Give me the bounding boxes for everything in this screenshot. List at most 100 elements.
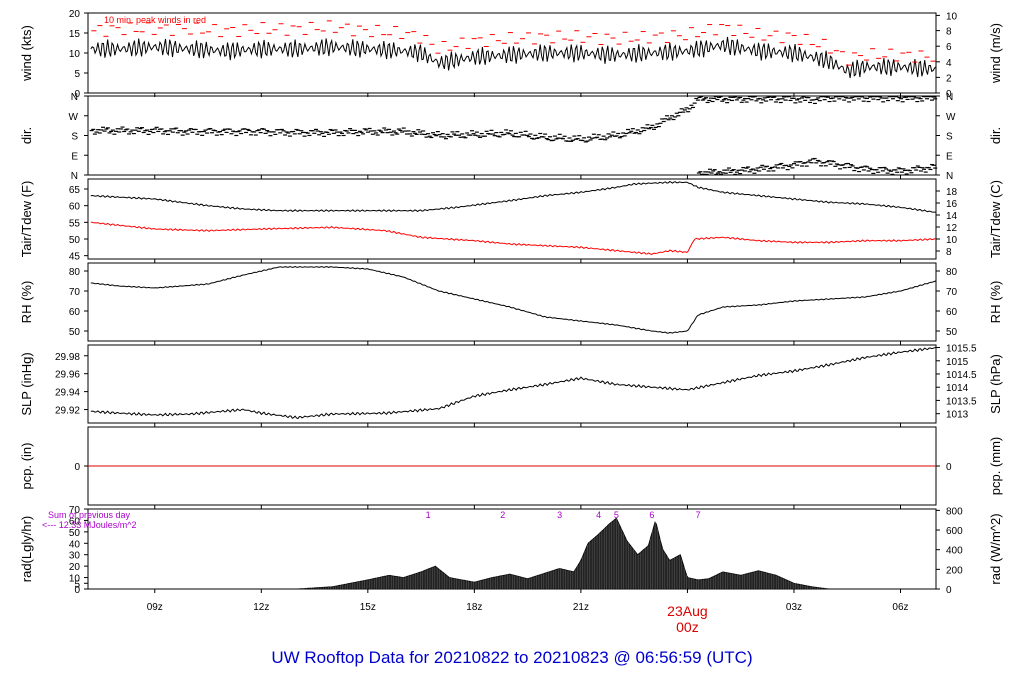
rad-marker: 7 xyxy=(696,510,701,520)
day-marker-date: 23Aug xyxy=(667,603,707,619)
rad-ytick-label: 60 xyxy=(69,516,81,527)
dir-rtick-label: N xyxy=(946,171,953,182)
rad-ylabel-right: rad (W/m^2) xyxy=(988,513,1003,584)
rad-ytick-label: 50 xyxy=(69,528,81,539)
wind-ytick-label: 10 xyxy=(69,49,81,60)
day-marker-hour: 00z xyxy=(676,619,699,635)
rad-note: <--- 12.33 MJoules/m^2 xyxy=(42,520,137,530)
slp-ytick-label: 29.98 xyxy=(55,352,80,363)
slp-frame xyxy=(87,344,937,424)
wind-rtick-label: 0 xyxy=(946,89,952,100)
rh-ylabel: RH (%) xyxy=(19,281,34,324)
time-tick-label: 09z xyxy=(147,602,163,613)
pcp-ylabel-right: pcp. (mm) xyxy=(988,437,1003,496)
pcp-ytick-label: 0 xyxy=(74,462,80,473)
slp-ytick-label: 29.94 xyxy=(55,388,80,399)
dir-rtick-label: E xyxy=(946,151,953,162)
dir-ytick-label: S xyxy=(71,132,78,143)
rh-ytick-label: 80 xyxy=(69,267,81,278)
rad-ylabel: rad(Lgly/hr) xyxy=(19,516,34,582)
slp-rtick-label: 1014 xyxy=(946,383,969,394)
temp-rtick-label: 16 xyxy=(946,199,958,210)
wind-ylabel: wind (kts) xyxy=(19,25,34,82)
wind-rtick-label: 6 xyxy=(946,42,952,53)
dir-ytick-label: W xyxy=(69,112,79,123)
time-tick-label: 21z xyxy=(573,602,589,613)
wind-ytick-label: 15 xyxy=(69,29,81,40)
wind-ytick-label: 0 xyxy=(74,89,80,100)
wind-annotation: 10 min. peak winds in red xyxy=(104,15,206,25)
rad-rtick-label: 200 xyxy=(946,565,963,576)
rad-marker: 1 xyxy=(426,510,431,520)
wind-ytick-label: 20 xyxy=(69,9,81,20)
rh-series-line xyxy=(90,265,937,334)
rad-rtick-label: 600 xyxy=(946,526,963,537)
rh-ytick-label: 50 xyxy=(69,327,81,338)
temp-ylabel-right: Tair/Tdew (C) xyxy=(988,180,1003,258)
rh-rtick-label: 60 xyxy=(946,307,958,318)
dir-rtick-label: S xyxy=(946,132,953,143)
rad-marker: 5 xyxy=(614,510,619,520)
slp-series-line xyxy=(90,346,937,420)
temp-ytick-label: 45 xyxy=(69,252,81,263)
rad-marker: 2 xyxy=(500,510,505,520)
rad-ytick-label: 10 xyxy=(69,574,81,585)
temp-series-line xyxy=(90,221,937,256)
slp-rtick-label: 1013.5 xyxy=(946,396,977,407)
dir-rtick-label: N xyxy=(946,92,953,103)
temp-ylabel: Tair/Tdew (F) xyxy=(19,181,34,258)
dir-ylabel: dir. xyxy=(19,127,34,144)
wind-rtick-label: 4 xyxy=(946,58,952,69)
temp-rtick-label: 8 xyxy=(946,247,952,258)
rad-ytick-label: 20 xyxy=(69,562,81,573)
temp-rtick-label: 14 xyxy=(946,211,958,222)
wind-ylabel-right: wind (m/s) xyxy=(988,23,1003,84)
rad-rtick-label: 400 xyxy=(946,546,963,557)
temp-ytick-label: 50 xyxy=(69,235,81,246)
rh-frame xyxy=(87,262,937,342)
rad-note: Sum of previous day xyxy=(48,510,131,520)
rad-marker: 3 xyxy=(557,510,562,520)
rh-ytick-label: 70 xyxy=(69,287,81,298)
slp-ylabel-right: SLP (hPa) xyxy=(988,354,1003,414)
temp-rtick-label: 12 xyxy=(946,223,958,234)
rad-ytick-label: 40 xyxy=(69,539,81,550)
temp-frame xyxy=(87,178,937,260)
time-tick-label: 18z xyxy=(466,602,482,613)
rad-rtick-label: 0 xyxy=(946,585,952,596)
time-tick-label: 03z xyxy=(786,602,802,613)
rh-ylabel-right: RH (%) xyxy=(988,281,1003,324)
rad-rtick-label: 800 xyxy=(946,506,963,517)
wind-ytick-label: 5 xyxy=(74,69,80,80)
temp-ytick-label: 55 xyxy=(69,218,81,229)
temp-rtick-label: 18 xyxy=(946,187,958,198)
dir-rtick-label: W xyxy=(946,112,956,123)
rad-ytick-label: 0 xyxy=(74,585,80,596)
slp-ylabel: SLP (inHg) xyxy=(19,352,34,415)
wind-rtick-label: 2 xyxy=(946,73,952,84)
rad-ytick-label: 70 xyxy=(69,505,81,516)
temp-rtick-label: 10 xyxy=(946,235,958,246)
wind-series-line xyxy=(90,36,937,79)
slp-rtick-label: 1013 xyxy=(946,410,969,421)
rad-marker: 4 xyxy=(596,510,601,520)
pcp-rtick-label: 0 xyxy=(946,462,952,473)
slp-ytick-label: 29.92 xyxy=(55,406,80,417)
slp-rtick-label: 1015.5 xyxy=(946,344,977,355)
dir-ytick-label: E xyxy=(71,151,78,162)
time-tick-label: 15z xyxy=(360,602,376,613)
page-title: UW Rooftop Data for 20210822 to 20210823… xyxy=(271,648,753,667)
wind-rtick-label: 10 xyxy=(946,11,958,22)
dir-ytick-label: N xyxy=(71,171,78,182)
wind-rtick-label: 8 xyxy=(946,27,952,38)
rh-rtick-label: 80 xyxy=(946,267,958,278)
slp-rtick-label: 1015 xyxy=(946,357,969,368)
temp-ytick-label: 60 xyxy=(69,202,81,213)
time-tick-label: 12z xyxy=(253,602,269,613)
dir-ylabel-right: dir. xyxy=(988,127,1003,144)
slp-ytick-label: 29.96 xyxy=(55,370,80,381)
pcp-ylabel: pcp. (in) xyxy=(19,443,34,490)
rh-rtick-label: 50 xyxy=(946,327,958,338)
rh-rtick-label: 70 xyxy=(946,287,958,298)
